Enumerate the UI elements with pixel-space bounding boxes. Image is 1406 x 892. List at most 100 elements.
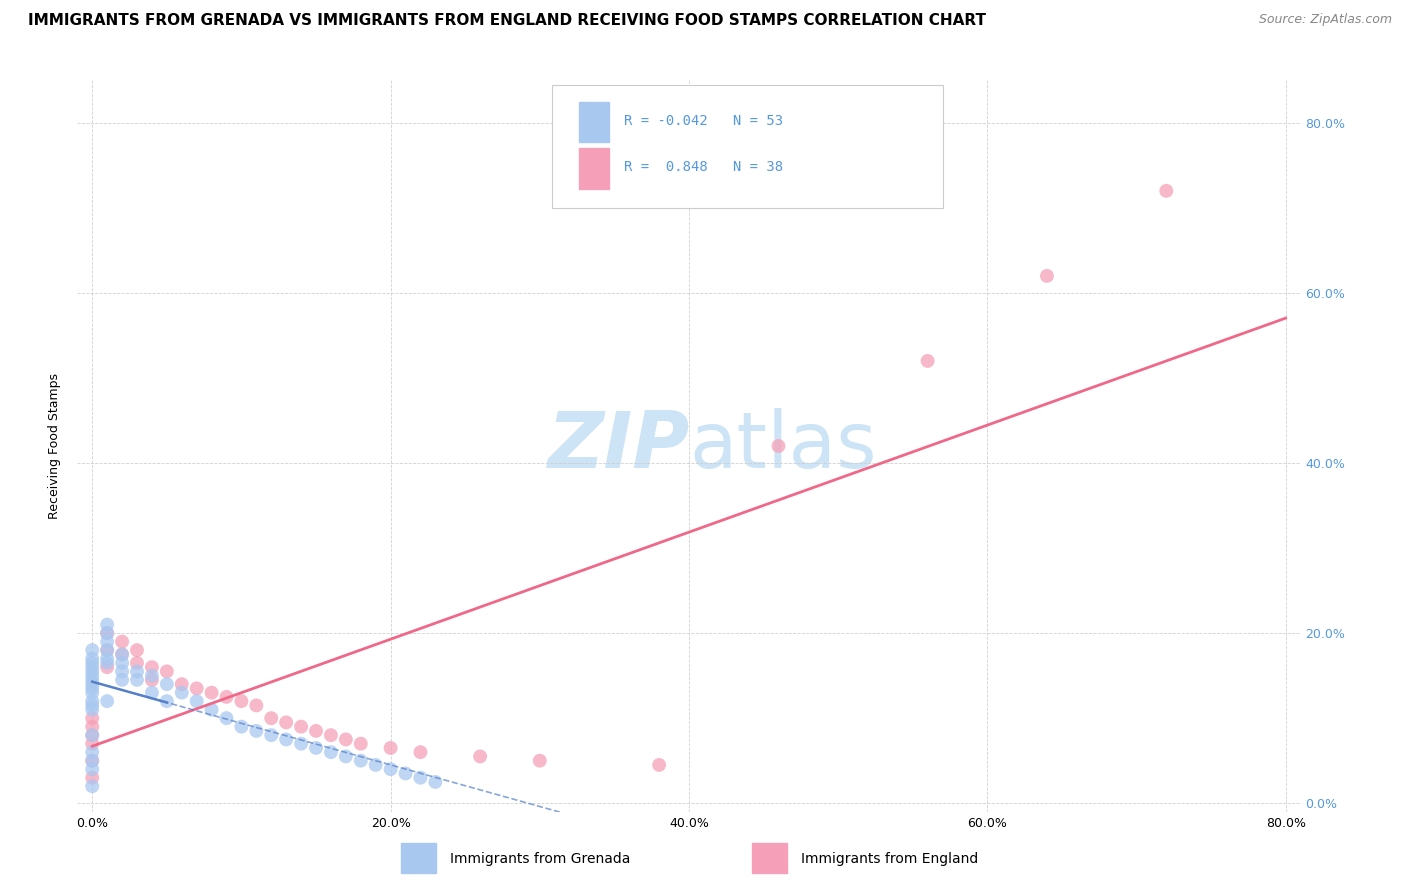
Point [111,673,134,687]
Point [111,648,134,662]
Point [111,665,134,679]
Point [141,673,163,687]
Point [156,694,179,708]
Point [231,694,253,708]
Point [425,775,447,789]
Point [335,732,357,747]
Point [82,728,104,742]
Point [82,656,104,670]
Y-axis label: Receiving Food Stamps: Receiving Food Stamps [48,373,62,519]
Point [82,686,104,700]
Point [245,698,267,713]
Point [380,740,402,755]
Point [82,728,104,742]
Point [82,771,104,785]
Point [260,711,283,725]
Point [96,694,118,708]
Point [96,617,118,632]
Point [768,439,790,453]
Point [96,651,118,665]
Point [409,745,432,759]
Point [200,703,222,717]
Point [111,656,134,670]
Bar [579,148,609,188]
FancyBboxPatch shape [553,86,943,209]
Point [529,754,551,768]
Point [111,648,134,662]
Point [290,720,312,734]
Point [96,643,118,657]
Point [96,626,118,640]
Point [305,723,328,738]
Text: Source: ZipAtlas.com: Source: ZipAtlas.com [1258,13,1392,27]
Point [82,754,104,768]
Point [141,686,163,700]
Point [82,745,104,759]
Point [319,745,342,759]
Bar [752,843,787,873]
Point [125,665,148,679]
Point [125,673,148,687]
Text: R =  0.848   N = 38: R = 0.848 N = 38 [624,160,783,174]
Point [648,758,671,772]
Point [82,681,104,696]
Point [305,740,328,755]
Point [82,720,104,734]
Point [290,737,312,751]
Point [111,634,134,648]
Bar [579,103,609,143]
Point [276,732,298,747]
Point [245,723,267,738]
Point [141,660,163,674]
Point [409,771,432,785]
Point [82,779,104,793]
Point [82,754,104,768]
Point [364,758,387,772]
Point [82,660,104,674]
Point [82,668,104,682]
Point [319,728,342,742]
Point [350,754,373,768]
Point [200,686,222,700]
Text: Immigrants from England: Immigrants from England [801,852,979,865]
Point [96,634,118,648]
Point [156,665,179,679]
Point [276,715,298,730]
Point [82,665,104,679]
Point [335,749,357,764]
Point [380,762,402,776]
Point [82,698,104,713]
Point [917,354,939,368]
Point [350,737,373,751]
Point [186,681,208,696]
Text: atlas: atlas [689,408,876,484]
Point [82,677,104,691]
Point [141,668,163,682]
Point [96,626,118,640]
Point [96,660,118,674]
Point [215,711,238,725]
Point [394,766,416,780]
Point [1036,268,1059,283]
Point [82,651,104,665]
Point [82,711,104,725]
Point [156,677,179,691]
Point [82,673,104,687]
Point [215,690,238,704]
Text: R = -0.042   N = 53: R = -0.042 N = 53 [624,113,783,128]
Point [82,762,104,776]
Point [260,728,283,742]
Point [82,703,104,717]
Point [96,643,118,657]
Point [170,686,193,700]
Bar [401,843,436,873]
Point [1156,184,1178,198]
Point [82,643,104,657]
Point [186,694,208,708]
Point [170,677,193,691]
Text: IMMIGRANTS FROM GRENADA VS IMMIGRANTS FROM ENGLAND RECEIVING FOOD STAMPS CORRELA: IMMIGRANTS FROM GRENADA VS IMMIGRANTS FR… [28,13,986,29]
Text: Immigrants from Grenada: Immigrants from Grenada [450,852,630,865]
Point [125,643,148,657]
Point [96,656,118,670]
Point [82,694,104,708]
